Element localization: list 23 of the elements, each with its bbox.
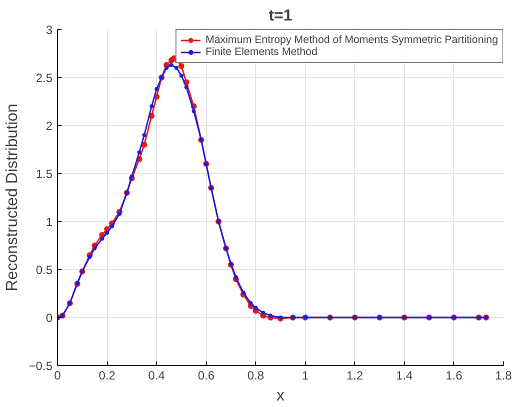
y-tick-label: 3: [46, 23, 53, 37]
y-tick-label: 2.5: [36, 71, 53, 85]
y-tick-label: 0: [46, 311, 53, 325]
x-tick-label: 1.4: [396, 368, 414, 382]
chart-title: t=1: [268, 8, 292, 24]
x-tick-label: 1: [302, 368, 309, 382]
x-tick-label: 0.8: [247, 368, 264, 382]
x-tick-label: 0.6: [198, 368, 215, 382]
x-tick-label: 0.2: [98, 368, 116, 382]
y-tick-label: 1.5: [36, 167, 53, 181]
y-tick-label: 0.5: [36, 263, 53, 277]
y-tick-label: −0.5: [28, 359, 53, 373]
y-tick-label: 2: [46, 119, 53, 133]
y-axis-title: Reconstructed Distribution: [4, 104, 21, 292]
x-tick-label: 1.6: [446, 368, 463, 382]
y-tick-label: 1: [46, 215, 53, 229]
x-tick-label: 1.8: [495, 368, 512, 382]
x-tick-label: 1.2: [346, 368, 364, 382]
legend-label: Maximum Entropy Method of Moments Symmetric Partitioning: [205, 34, 498, 46]
x-tick-label: 0: [54, 368, 62, 382]
x-axis-title: x: [276, 388, 284, 404]
x-tick-label: 0.4: [148, 368, 166, 382]
legend-label: Finite Elements Method: [205, 46, 318, 58]
